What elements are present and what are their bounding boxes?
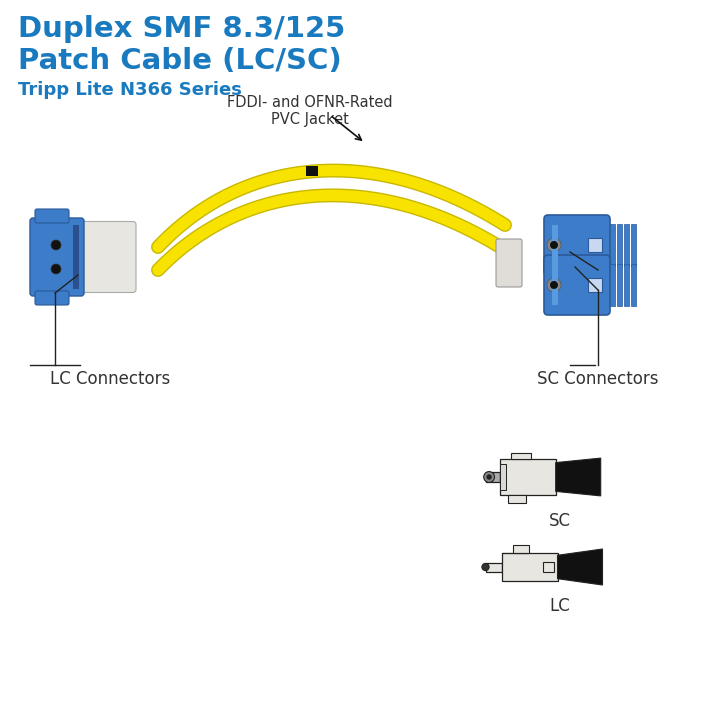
Bar bbox=[588, 278, 602, 292]
FancyBboxPatch shape bbox=[544, 255, 610, 315]
Text: Patch Cable (LC/SC): Patch Cable (LC/SC) bbox=[18, 47, 342, 75]
Bar bbox=[631, 224, 636, 266]
Circle shape bbox=[550, 281, 558, 289]
Bar bbox=[617, 264, 622, 306]
Bar bbox=[306, 167, 318, 177]
Circle shape bbox=[547, 238, 561, 252]
Text: LC: LC bbox=[550, 597, 571, 615]
Text: SC: SC bbox=[549, 512, 571, 530]
Circle shape bbox=[51, 240, 61, 250]
Bar bbox=[631, 264, 636, 306]
Polygon shape bbox=[556, 458, 601, 496]
Bar bbox=[588, 238, 602, 252]
FancyBboxPatch shape bbox=[496, 239, 522, 287]
Polygon shape bbox=[558, 549, 603, 585]
Text: LC Connectors: LC Connectors bbox=[50, 370, 170, 388]
FancyBboxPatch shape bbox=[35, 209, 69, 223]
Circle shape bbox=[482, 563, 489, 571]
Text: Duplex SMF 8.3/125: Duplex SMF 8.3/125 bbox=[18, 15, 345, 43]
Bar bbox=[513, 545, 529, 553]
Bar bbox=[624, 264, 629, 306]
FancyBboxPatch shape bbox=[30, 218, 84, 296]
Bar bbox=[552, 225, 558, 265]
Bar bbox=[502, 553, 558, 581]
Bar bbox=[500, 459, 556, 495]
Circle shape bbox=[51, 264, 61, 274]
Bar bbox=[485, 563, 502, 571]
Circle shape bbox=[547, 278, 561, 292]
Bar bbox=[485, 472, 500, 482]
Text: SC Connectors: SC Connectors bbox=[537, 370, 659, 388]
Bar bbox=[552, 265, 558, 305]
Bar bbox=[617, 224, 622, 266]
FancyBboxPatch shape bbox=[75, 222, 136, 292]
Bar bbox=[500, 465, 506, 490]
Bar bbox=[73, 225, 79, 289]
Circle shape bbox=[486, 474, 492, 480]
Bar bbox=[624, 224, 629, 266]
Bar bbox=[610, 264, 615, 306]
Bar bbox=[610, 224, 615, 266]
Text: FDDI- and OFNR-Rated
PVC Jacket: FDDI- and OFNR-Rated PVC Jacket bbox=[227, 95, 393, 127]
FancyBboxPatch shape bbox=[35, 291, 69, 305]
FancyBboxPatch shape bbox=[544, 215, 610, 275]
Bar bbox=[508, 495, 526, 503]
Circle shape bbox=[550, 241, 558, 249]
Circle shape bbox=[484, 472, 495, 483]
Bar bbox=[543, 561, 554, 573]
Bar bbox=[511, 453, 531, 459]
Text: Tripp Lite N366 Series: Tripp Lite N366 Series bbox=[18, 81, 242, 99]
